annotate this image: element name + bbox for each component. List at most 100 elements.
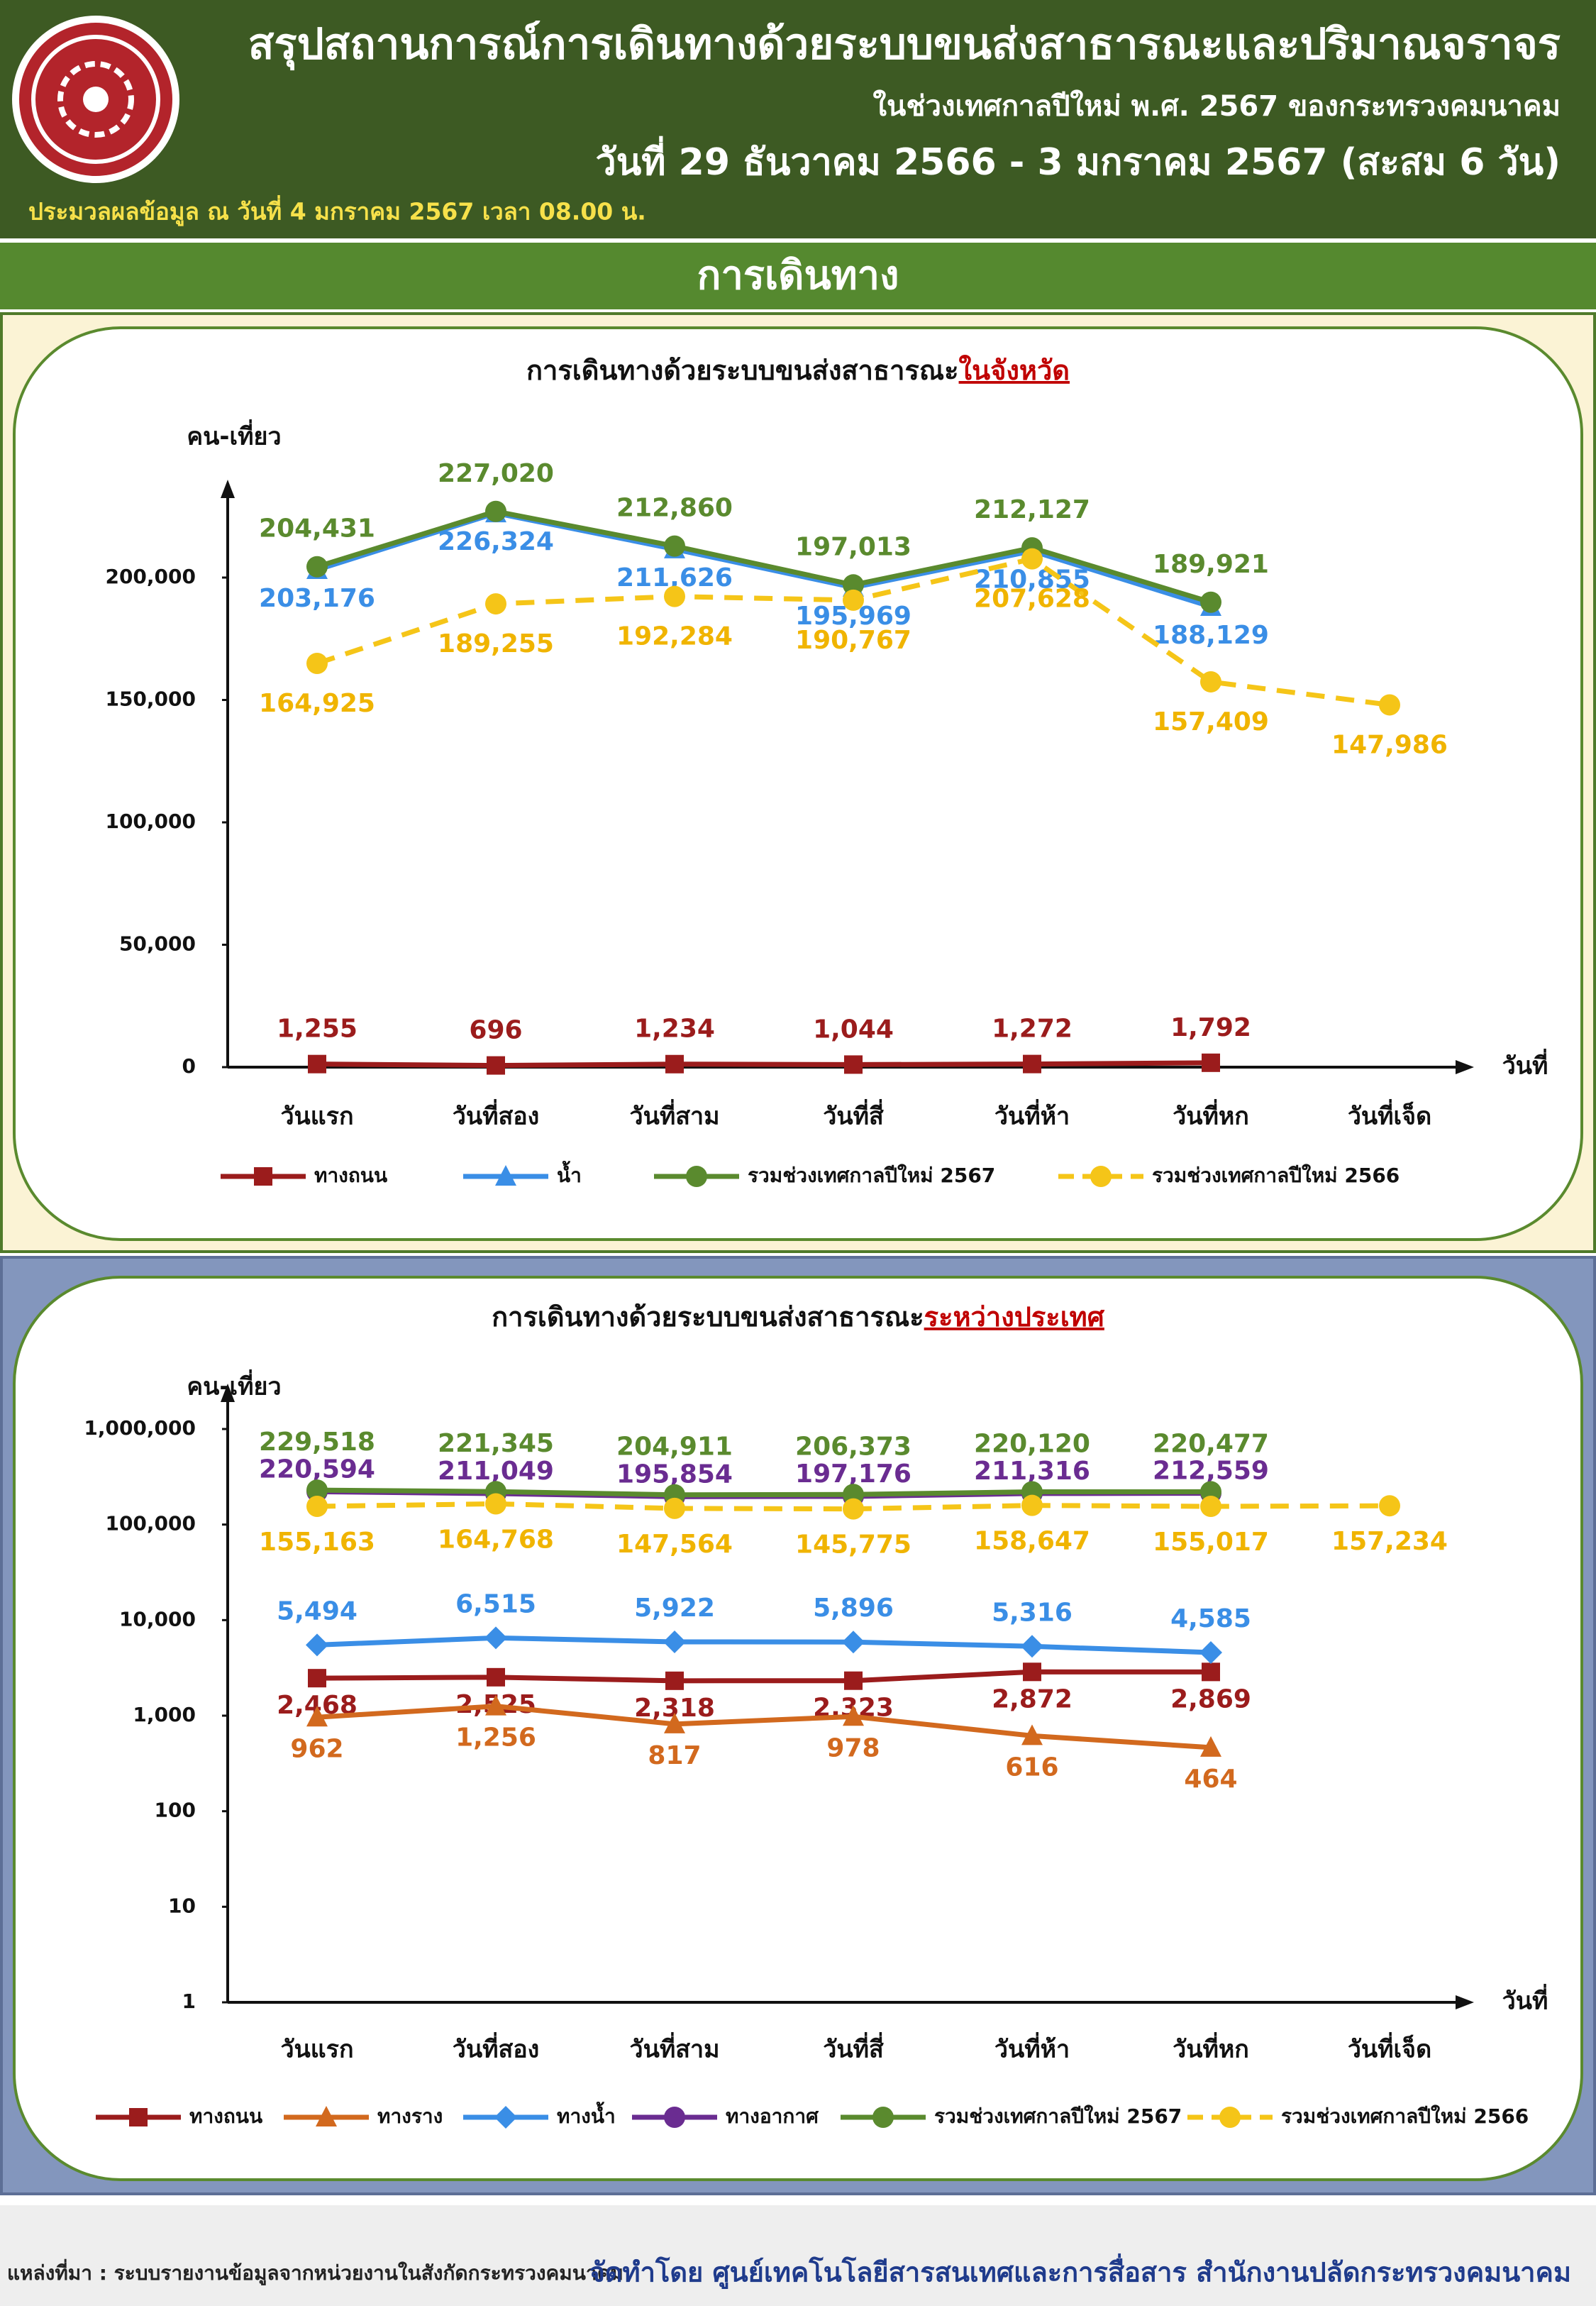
legend-label: รวมช่วงเทศกาลปีใหม่ 2567 <box>934 2104 1182 2128</box>
data-label: 203,176 <box>259 584 375 613</box>
marker <box>485 1694 506 1716</box>
legend-marker <box>664 2107 685 2128</box>
x-tick-label: วันที่หก <box>1173 1099 1249 1131</box>
series-line <box>316 509 1212 605</box>
legend-marker <box>316 2106 337 2126</box>
y-axis-arrow <box>221 480 235 498</box>
data-label: 227,020 <box>438 459 554 488</box>
data-label: 5,316 <box>992 1598 1073 1627</box>
marker <box>308 1669 326 1688</box>
data-label: 195,854 <box>616 1460 733 1489</box>
marker <box>1202 1662 1220 1682</box>
marker <box>306 653 328 675</box>
data-label: 616 <box>1005 1753 1058 1782</box>
data-label: 696 <box>469 1016 522 1045</box>
x-tick-label: วันที่สี่ <box>823 1099 884 1131</box>
data-label: 164,925 <box>259 689 375 718</box>
data-label: 206,373 <box>795 1432 911 1461</box>
legend-marker <box>254 1167 272 1186</box>
data-label: 5,494 <box>277 1596 358 1626</box>
marker <box>1200 671 1221 693</box>
x-tick-label: วันที่สอง <box>453 1099 540 1131</box>
y-axis-label: คน-เที่ยว <box>187 1369 281 1401</box>
x-tick-label: วันที่ห้า <box>994 2032 1070 2064</box>
marker <box>665 1671 684 1690</box>
data-label: 1,255 <box>277 1015 358 1044</box>
marker <box>1200 1736 1221 1757</box>
marker <box>1021 1494 1043 1516</box>
data-label: 221,345 <box>438 1429 554 1458</box>
chart-2-panel <box>13 1276 1583 2181</box>
chart-title-highlight: ระหว่างประเทศ <box>924 1301 1105 1333</box>
legend-marker <box>495 1165 516 1186</box>
y-axis-label: คน-เที่ยว <box>187 419 281 451</box>
data-label: 962 <box>290 1734 343 1763</box>
marker <box>664 535 685 557</box>
data-label: 1,234 <box>634 1015 715 1044</box>
marker <box>844 1055 863 1074</box>
marker <box>487 1056 505 1075</box>
marker <box>306 1633 328 1657</box>
data-label: 220,120 <box>974 1430 1090 1459</box>
chart-1-panel <box>13 326 1583 1241</box>
marker <box>1023 1662 1041 1682</box>
data-label: 158,647 <box>974 1527 1090 1556</box>
footer-source: แหล่งที่มา : ระบบรายงานข้อมูลจากหน่วยงาน… <box>7 2258 624 2285</box>
legend-label: น้ำ <box>557 1160 582 1187</box>
data-label: 197,013 <box>795 532 911 561</box>
data-label: 189,921 <box>1153 550 1269 579</box>
y-tick-label: 1,000,000 <box>84 1416 196 1440</box>
header-title: สรุปสถานการณ์การเดินทางด้วยระบบขนส่งสาธา… <box>248 20 1561 71</box>
chart-title: การเดินทางด้วยระบบขนส่งสาธารณะในจังหวัด <box>526 355 1070 386</box>
marker <box>843 1498 864 1520</box>
data-label: 164,768 <box>438 1525 554 1554</box>
data-label: 4,585 <box>1170 1604 1251 1633</box>
legend-label: ทางน้ำ <box>557 2101 616 2128</box>
data-label: 1,792 <box>1170 1013 1251 1042</box>
data-label: 145,775 <box>795 1530 911 1560</box>
marker <box>1021 1635 1043 1658</box>
x-tick-label: วันที่เจ็ด <box>1348 1099 1431 1131</box>
data-label: 207,628 <box>974 585 1090 614</box>
data-label: 204,431 <box>259 514 375 544</box>
data-label: 192,284 <box>616 622 733 651</box>
data-label: 190,767 <box>795 626 911 655</box>
x-tick-label: วันที่สาม <box>629 1099 719 1131</box>
data-label: 157,234 <box>1331 1527 1448 1556</box>
marker <box>665 1054 684 1074</box>
marker <box>843 1705 864 1726</box>
marker <box>1200 1496 1221 1518</box>
data-label: 212,127 <box>974 495 1090 524</box>
x-tick-label: วันที่เจ็ด <box>1348 2032 1431 2064</box>
section-bar <box>0 243 1596 309</box>
series-line <box>316 1704 1212 1750</box>
series-line <box>316 1060 1212 1069</box>
data-label: 155,017 <box>1153 1528 1269 1557</box>
marker <box>1023 1054 1041 1074</box>
marker <box>843 589 864 611</box>
legend-label: รวมช่วงเทศกาลปีใหม่ 2566 <box>1281 2104 1529 2128</box>
data-label: 147,564 <box>616 1530 733 1559</box>
marker <box>664 1712 685 1733</box>
legend-label: ทางราง <box>377 2104 443 2128</box>
data-label: 188,129 <box>1153 621 1269 650</box>
marker <box>308 1054 326 1074</box>
header-band <box>0 0 1596 238</box>
legend-label: ทางถนน <box>314 1164 387 1187</box>
data-label: 978 <box>826 1733 880 1762</box>
y-tick-label: 10,000 <box>119 1607 196 1631</box>
marker <box>485 593 506 615</box>
series-line <box>316 1669 1212 1684</box>
marker <box>1021 1724 1043 1745</box>
data-label: 1,272 <box>992 1015 1073 1044</box>
legend-label: รวมช่วงเทศกาลปีใหม่ 2566 <box>1152 1164 1400 1187</box>
section-title: การเดินทาง <box>697 253 899 299</box>
footer-credit: จัดทำโดย ศูนย์เทคโนโลยีสารสนเทศและการสื่… <box>589 2253 1571 2290</box>
x-tick-label: วันที่สี่ <box>823 2032 884 2064</box>
marker <box>306 1495 328 1517</box>
y-tick-label: 150,000 <box>105 688 196 711</box>
marker <box>1200 591 1221 613</box>
data-label: 212,860 <box>616 494 733 523</box>
x-axis-label: วันที่ <box>1502 1984 1548 2016</box>
